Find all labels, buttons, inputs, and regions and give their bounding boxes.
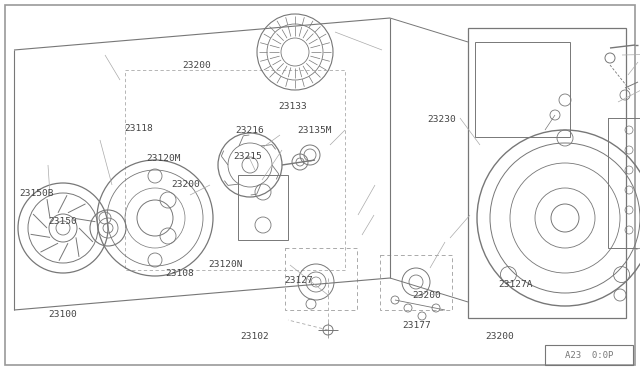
Text: 23216: 23216	[236, 126, 264, 135]
Text: 23118: 23118	[125, 124, 154, 133]
Text: 23200: 23200	[172, 180, 200, 189]
Text: 23150: 23150	[48, 217, 77, 226]
Bar	[125, 70, 345, 270]
Text: 23102: 23102	[240, 332, 269, 341]
Text: 23100: 23100	[48, 310, 77, 319]
Text: 23200: 23200	[485, 332, 514, 341]
Text: 23200: 23200	[413, 291, 442, 300]
Bar	[468, 28, 626, 318]
Text: 23135M: 23135M	[298, 126, 332, 135]
Text: 23230: 23230	[428, 115, 456, 124]
Text: 23120M: 23120M	[146, 154, 180, 163]
Text: 23127A: 23127A	[498, 280, 532, 289]
Text: 23200: 23200	[182, 61, 211, 70]
Text: 23177: 23177	[402, 321, 431, 330]
Bar	[475, 42, 570, 137]
Text: 23150B: 23150B	[19, 189, 54, 198]
Text: 23133: 23133	[278, 102, 307, 110]
Text: A23  0:0P: A23 0:0P	[565, 350, 613, 359]
Text: 23108: 23108	[165, 269, 194, 278]
Bar	[608, 118, 640, 248]
Text: 23215: 23215	[234, 152, 262, 161]
Bar	[545, 345, 633, 365]
Text: 23120N: 23120N	[208, 260, 243, 269]
Text: 23127: 23127	[285, 276, 314, 285]
Bar	[285, 248, 357, 310]
Bar	[238, 175, 288, 240]
Bar	[380, 255, 452, 310]
